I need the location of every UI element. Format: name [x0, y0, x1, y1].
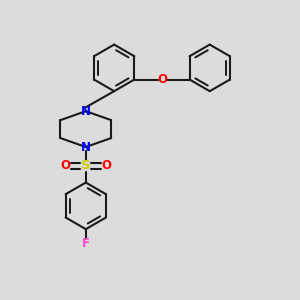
Text: N: N	[81, 105, 91, 118]
Text: F: F	[82, 237, 90, 250]
Text: O: O	[101, 159, 111, 172]
Text: O: O	[61, 159, 70, 172]
Text: S: S	[81, 159, 91, 172]
Text: N: N	[81, 140, 91, 154]
Text: O: O	[157, 73, 167, 86]
